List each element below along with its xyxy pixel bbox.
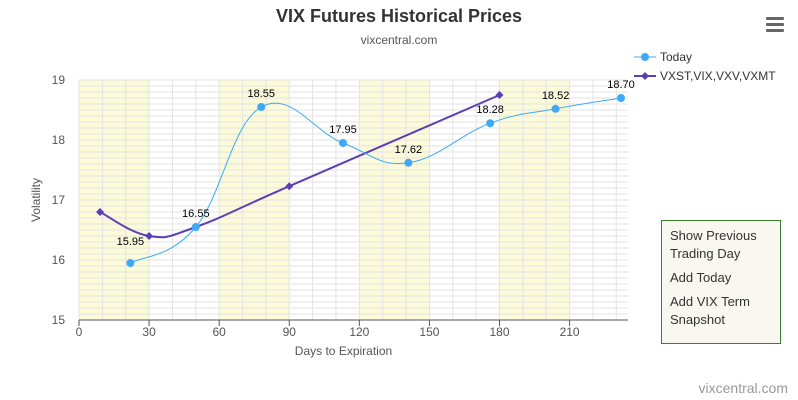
menu-add-today[interactable]: Add Today — [670, 270, 732, 285]
menu-add-vix-term-snapshot[interactable]: Add VIX Term Snapshot — [670, 294, 750, 327]
context-menu: Show Previous Trading Day Add Today Add … — [661, 220, 781, 344]
x-tick-label: 150 — [419, 325, 439, 339]
series-today-point-2 — [257, 103, 266, 111]
series-vxst-point-1 — [145, 232, 154, 240]
y-tick-label: 15 — [52, 313, 66, 327]
y-tick-label: 18 — [52, 133, 66, 147]
legend-vxst-marker-icon — [634, 71, 656, 80]
x-tick-label: 30 — [142, 325, 156, 339]
y-tick-label: 17 — [52, 193, 66, 207]
legend-item-vxst[interactable]: VXST,VIX,VXV,VXMT — [634, 66, 776, 85]
menu-show-previous-trading-day[interactable]: Show Previous Trading Day — [670, 228, 757, 261]
series-today-point-7 — [616, 94, 625, 102]
series-vxst-point-3 — [285, 182, 294, 191]
legend-label-vxst: VXST,VIX,VXV,VXMT — [660, 68, 776, 83]
series-today-data-label-7: 18.70 — [607, 79, 635, 91]
x-tick-label: 60 — [212, 325, 226, 339]
x-axis-title: Days to Expiration — [295, 344, 392, 358]
hamburger-menu-icon[interactable] — [766, 17, 784, 33]
series-today-data-label-0: 15.95 — [117, 236, 145, 248]
series-today-line — [130, 97, 622, 264]
series-vxst-point-4 — [495, 91, 504, 99]
series-vxst-line — [99, 94, 500, 239]
y-tick-label: 19 — [52, 73, 66, 87]
series-today-point-3 — [338, 139, 347, 147]
series-today-data-label-6: 18.52 — [542, 90, 570, 102]
series-today-data-label-4: 17.62 — [395, 144, 423, 156]
legend-today-marker-icon — [634, 52, 656, 61]
chart-title: VIX Futures Historical Prices — [275, 6, 523, 26]
x-tick-label: 0 — [76, 325, 83, 339]
legend-label-today: Today — [660, 49, 693, 64]
series-today-point-1 — [191, 223, 200, 231]
series-today-data-label-2: 18.55 — [247, 88, 275, 100]
chart-subtitle: vixcentral.com — [360, 33, 438, 47]
y-tick-label: 16 — [52, 253, 66, 267]
series-today-point-4 — [404, 158, 413, 167]
series-today-data-label-3: 17.95 — [329, 124, 357, 136]
legend-item-today[interactable]: Today — [634, 47, 776, 66]
x-tick-label: 210 — [560, 325, 580, 339]
credit-link[interactable]: vixcentral.com — [698, 380, 788, 396]
series-today-point-6 — [551, 104, 560, 113]
series-today-data-label-1: 16.55 — [182, 208, 210, 220]
series-today-point-0 — [126, 259, 135, 267]
x-tick-label: 90 — [283, 325, 297, 339]
series-today-point-5 — [486, 119, 495, 128]
x-tick-label: 120 — [349, 325, 369, 339]
series-vxst-point-0 — [96, 208, 105, 216]
y-axis-title: Volatility — [29, 178, 43, 222]
series-today-data-label-5: 18.28 — [476, 104, 504, 116]
x-tick-label: 180 — [489, 325, 509, 339]
chart-legend: Today VXST,VIX,VXV,VXMT — [634, 47, 776, 85]
